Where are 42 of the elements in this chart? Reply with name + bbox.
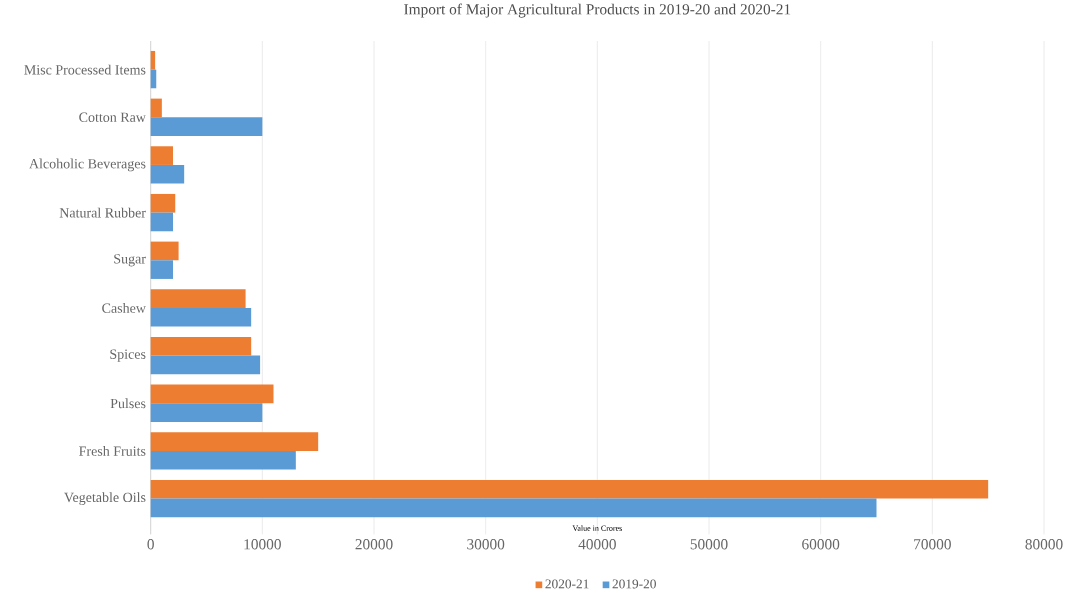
bar xyxy=(150,498,877,518)
x-tick-label: 10000 xyxy=(244,539,281,550)
bar xyxy=(150,193,176,213)
x-tick-label: 80000 xyxy=(1025,539,1063,550)
y-tick-label: Spices xyxy=(110,349,146,362)
legend-label: 2020-21 xyxy=(545,579,589,589)
y-tick-label: Natural Rubber xyxy=(59,207,146,218)
y-tick-label: Sugar xyxy=(114,254,146,267)
x-tick-label: 70000 xyxy=(914,539,951,550)
bar xyxy=(150,403,263,422)
chart-title: Import of Major Agricultural Products in 2019-20 and 2020-21 xyxy=(404,3,791,18)
bar xyxy=(150,384,274,404)
bar xyxy=(150,355,261,375)
y-tick-label: Misc Processed Items xyxy=(24,64,146,75)
y-tick-label: Fresh Fruits xyxy=(79,446,146,456)
bar xyxy=(150,164,185,184)
x-tick-label: 60000 xyxy=(802,539,840,550)
bar xyxy=(150,450,296,470)
y-tick-label: Cotton Raw xyxy=(79,112,146,122)
y-tick-label: Cashew xyxy=(102,303,146,313)
bar xyxy=(150,432,319,451)
y-tick-label: Alcoholic Beverages xyxy=(29,158,146,172)
bar xyxy=(150,241,179,261)
legend-label: 2019-20 xyxy=(612,579,656,589)
bar xyxy=(150,307,252,327)
bar xyxy=(150,117,263,136)
bar xyxy=(150,479,989,499)
bar xyxy=(150,336,252,356)
y-tick-label: Pulses xyxy=(110,398,146,409)
bar xyxy=(150,50,156,70)
bar xyxy=(150,212,174,232)
x-tick-label: 0 xyxy=(147,539,154,550)
bar xyxy=(150,98,162,118)
x-tick-label: 20000 xyxy=(355,539,393,550)
x-axis-title: Value in Crores xyxy=(572,525,622,531)
x-tick-label: 30000 xyxy=(467,539,505,550)
bar xyxy=(150,260,174,279)
x-tick-label: 50000 xyxy=(690,539,728,550)
y-tick-label: Vegetable Oils xyxy=(64,492,146,505)
bar xyxy=(150,146,174,165)
x-tick-label: 40000 xyxy=(578,539,616,550)
bar xyxy=(150,289,246,308)
